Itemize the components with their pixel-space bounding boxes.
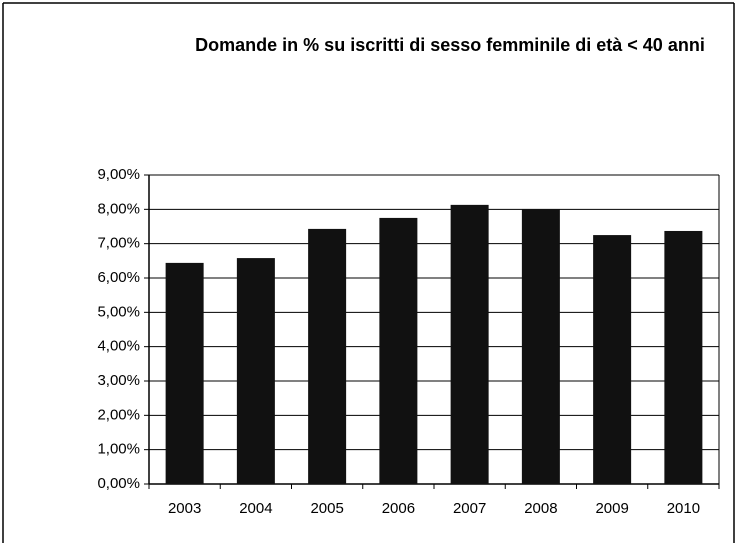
y-tick-label: 1,00% [97,441,140,458]
y-tick-label: 3,00% [97,372,140,389]
y-tick-label: 6,00% [97,269,140,286]
bar [236,258,275,484]
y-tick-label: 5,00% [97,303,140,320]
bar [165,262,204,484]
chart-title: Domande in % su iscritti di sesso femmin… [195,35,705,55]
bar [521,208,560,485]
y-tick-label: 7,00% [97,235,140,252]
x-tick-label: 2005 [310,500,343,517]
x-tick-label: 2007 [453,500,486,517]
y-tick-label: 4,00% [97,338,140,355]
x-tick-label: 2006 [382,500,415,517]
bar [450,204,489,484]
x-tick-label: 2009 [595,500,628,517]
y-tick-label: 0,00% [97,475,140,492]
bar [308,228,347,484]
x-tick-label: 2004 [239,500,272,517]
y-tick-label: 9,00% [97,166,140,183]
x-tick-label: 2010 [667,500,700,517]
bar [664,230,703,484]
bar [379,217,418,484]
bar [593,235,632,484]
y-tick-label: 8,00% [97,200,140,217]
y-tick-label: 2,00% [97,406,140,423]
x-tick-label: 2003 [168,500,201,517]
x-tick-label: 2008 [524,500,557,517]
